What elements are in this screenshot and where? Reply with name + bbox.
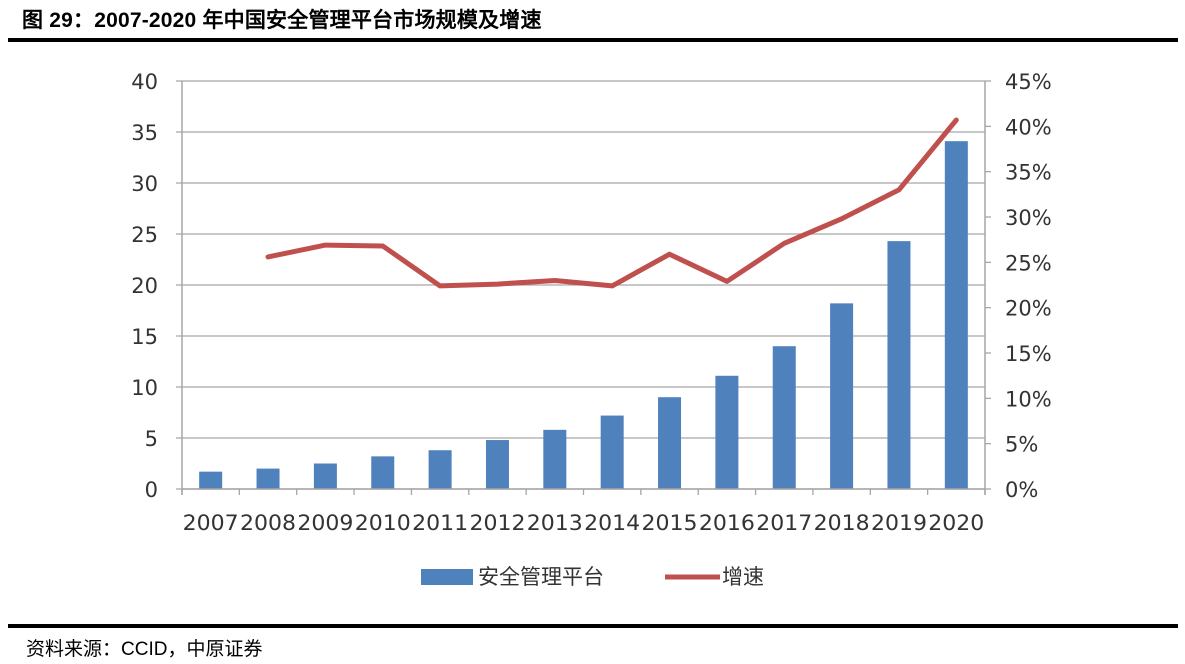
bar-2007: [199, 471, 223, 489]
top-rule: [8, 38, 1178, 42]
bar-series: [199, 141, 968, 489]
figure-title: 图 29：2007-2020 年中国安全管理平台市场规模及增速: [22, 9, 542, 32]
source-note: 资料来源：CCID，中原证券: [26, 639, 263, 660]
left-tick-label: 30: [131, 172, 158, 196]
left-axis-ticks: 0 5 10 15 20 25 30 35 40: [131, 70, 158, 502]
left-tick-label: 15: [131, 325, 158, 349]
bar-2018: [830, 303, 854, 489]
x-tick-label: 2009: [297, 511, 353, 535]
legend: 安全管理平台 增速: [421, 565, 764, 589]
right-tick-label: 30%: [1005, 206, 1052, 230]
bar-2017: [772, 346, 796, 489]
x-tick-label: 2019: [871, 511, 927, 535]
x-tick-label: 2018: [814, 511, 870, 535]
legend-bar-label: 安全管理平台: [478, 565, 604, 589]
x-tick-label: 2011: [412, 511, 468, 535]
x-tick-label: 2016: [699, 511, 755, 535]
left-tick-label: 0: [145, 478, 158, 502]
line-series: [265, 117, 959, 289]
combo-chart: 0 5 10 15 20 25 30 35 40 0% 5% 10% 15% 20% 25% 30% 35% 4…: [131, 70, 1052, 589]
left-tick-label: 25: [131, 223, 158, 247]
x-tick-label: 2008: [240, 511, 296, 535]
legend-bar-swatch: [421, 569, 473, 585]
right-tick-label: 35%: [1005, 161, 1052, 185]
bar-2020: [944, 141, 968, 489]
bar-2015: [658, 397, 682, 489]
x-tick-label: 2010: [355, 511, 411, 535]
right-tick-label: 45%: [1005, 70, 1052, 94]
bar-2014: [600, 415, 624, 489]
x-tick-label: 2017: [756, 511, 812, 535]
bar-2013: [543, 429, 567, 489]
x-tick-label: 2007: [183, 511, 239, 535]
legend-line-label: 增速: [722, 565, 764, 589]
bar-2009: [313, 463, 337, 489]
x-tick-label: 2020: [928, 511, 984, 535]
growth-line: [265, 117, 959, 289]
x-tick-label: 2014: [584, 511, 640, 535]
right-tick-label: 40%: [1005, 115, 1052, 139]
bottom-rule: [8, 624, 1178, 628]
right-tick-label: 10%: [1005, 387, 1052, 411]
bar-2016: [715, 375, 739, 489]
right-axis-ticks: 0% 5% 10% 15% 20% 25% 30% 35% 40% 45%: [1005, 70, 1052, 502]
left-tick-label: 20: [131, 274, 158, 298]
bar-2010: [371, 456, 395, 489]
left-tick-label: 40: [131, 70, 158, 94]
left-tick-label: 35: [131, 121, 158, 145]
x-tick-label: 2013: [527, 511, 583, 535]
axes: [181, 80, 991, 495]
right-tick-label: 20%: [1005, 297, 1052, 321]
bar-2019: [887, 241, 911, 489]
right-tick-label: 15%: [1005, 342, 1052, 366]
bar-2012: [485, 440, 509, 489]
x-tick-label: 2015: [642, 511, 698, 535]
right-tick-label: 5%: [1005, 433, 1038, 457]
bar-2011: [428, 450, 452, 489]
left-tick-label: 10: [131, 376, 158, 400]
right-tick-label: 0%: [1005, 478, 1038, 502]
right-tick-label: 25%: [1005, 251, 1052, 275]
left-tick-label: 5: [145, 427, 158, 451]
x-tick-label: 2012: [469, 511, 525, 535]
bar-2008: [256, 468, 280, 489]
x-axis-ticks: 2007 2008 2009 2010 2011 2012 2013 2014 2015 2016…: [183, 511, 985, 535]
